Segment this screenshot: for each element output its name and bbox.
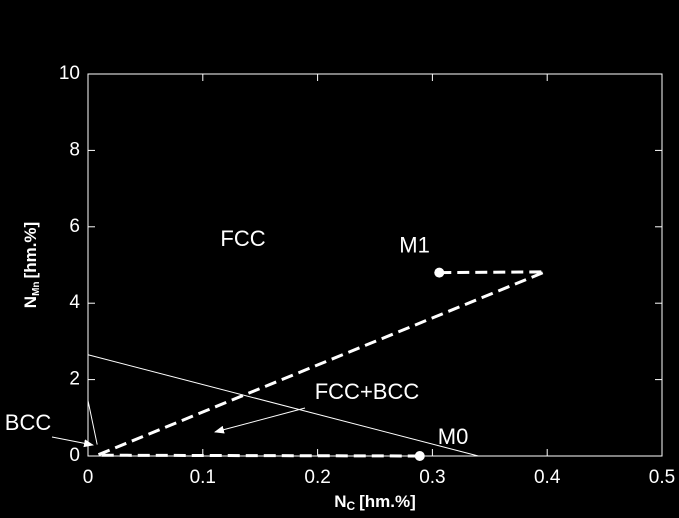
y-tick-label: 4 bbox=[69, 292, 80, 313]
point-label: M0 bbox=[438, 424, 469, 449]
y-tick-label: 8 bbox=[69, 139, 80, 160]
phase-boundary bbox=[87, 354, 479, 457]
arrow bbox=[51, 436, 94, 448]
phase-boundary bbox=[87, 400, 98, 445]
x-tick-label: 0.1 bbox=[190, 467, 216, 488]
region-label: BCC bbox=[5, 410, 52, 435]
point bbox=[434, 267, 445, 278]
arrow bbox=[214, 407, 306, 434]
x-tick-label: 0.4 bbox=[534, 467, 561, 488]
y-axis-label: NMn[hm.%] bbox=[21, 222, 41, 308]
x-tick-label: 0.3 bbox=[419, 467, 445, 488]
y-tick-label: 2 bbox=[69, 369, 80, 390]
x-tick-label: 0.5 bbox=[649, 467, 675, 488]
region-label: FCC bbox=[220, 226, 265, 251]
y-tick-label: 10 bbox=[59, 63, 80, 84]
point bbox=[414, 451, 425, 461]
x-axis-label: NC [hm.%] bbox=[334, 492, 416, 513]
y-tick-label: 0 bbox=[69, 445, 80, 466]
x-tick-label: 0 bbox=[83, 467, 94, 488]
region-label: FCC+BCC bbox=[315, 379, 420, 404]
y-tick-label: 6 bbox=[69, 216, 80, 237]
point-label: M1 bbox=[399, 232, 430, 257]
x-tick-label: 0.2 bbox=[304, 467, 330, 488]
dashed-path bbox=[96, 270, 546, 458]
